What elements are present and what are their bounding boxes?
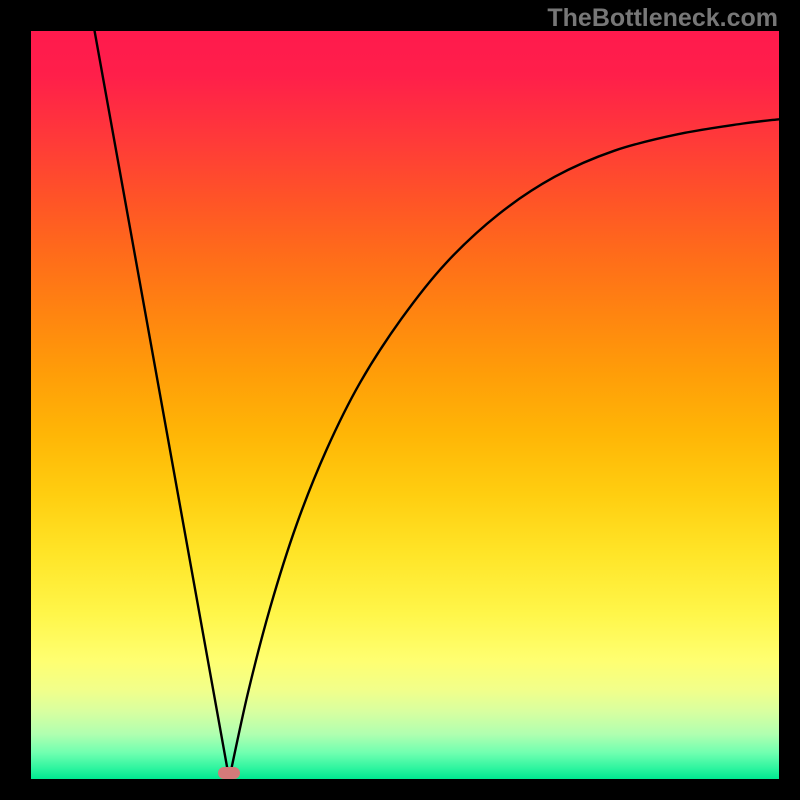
curve-layer: [31, 31, 779, 779]
chart-stage: TheBottleneck.com: [0, 0, 800, 800]
watermark-text: TheBottleneck.com: [547, 4, 778, 33]
plot-area: [31, 31, 779, 779]
minimum-marker: [218, 767, 240, 779]
bottleneck-curve: [95, 31, 779, 779]
